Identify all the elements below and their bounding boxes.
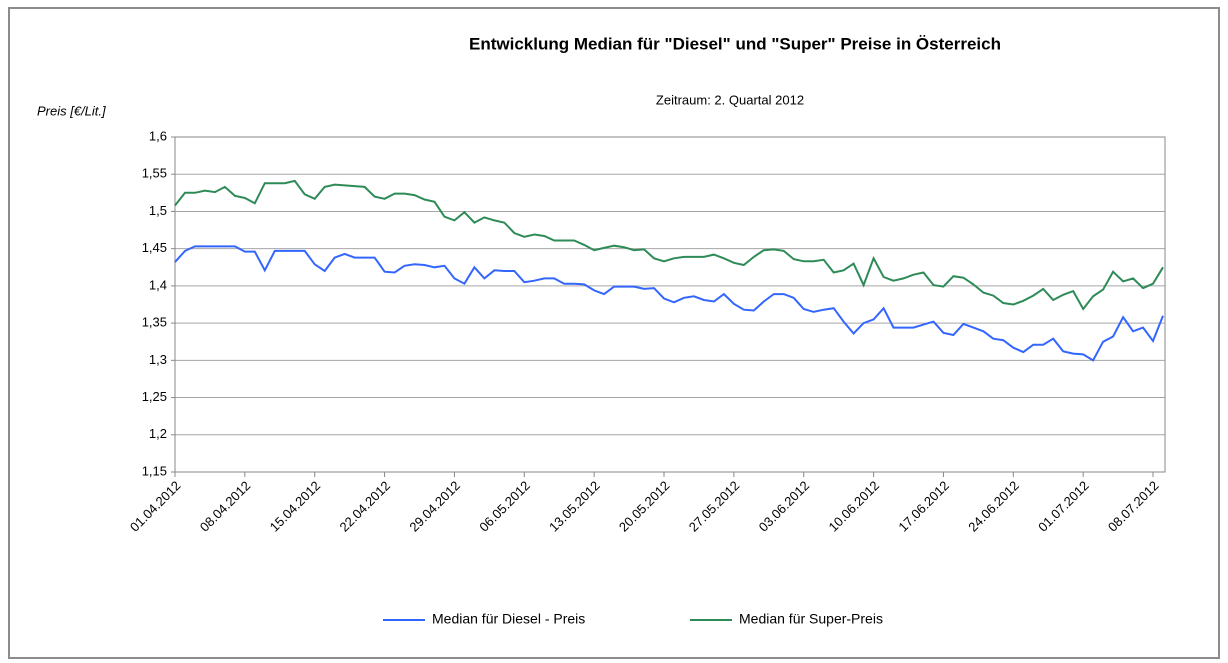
y-tick-label: 1,3 <box>149 352 167 367</box>
y-tick-label: 1,4 <box>149 277 167 292</box>
y-tick-label: 1,5 <box>149 203 167 218</box>
chart-title: Entwicklung Median für "Diesel" und "Sup… <box>469 34 1001 53</box>
series-line <box>174 179 1164 311</box>
y-tick-label: 1,2 <box>149 426 167 441</box>
series-line <box>174 245 1164 362</box>
y-tick-label: 1,35 <box>142 315 167 330</box>
legend-label: Median für Super-Preis <box>739 611 883 627</box>
plot-area <box>174 136 1166 473</box>
chart-frame <box>8 7 1220 659</box>
y-tick-label: 1,25 <box>142 389 167 404</box>
y-tick-label: 1,15 <box>142 463 167 478</box>
y-tick-label: 1,6 <box>149 128 167 143</box>
y-tick-label: 1,45 <box>142 240 167 255</box>
y-axis-label: Preis [€/Lit.] <box>37 103 106 118</box>
chart-subtitle: Zeitraum: 2. Quartal 2012 <box>656 92 804 107</box>
y-tick-label: 1,55 <box>142 166 167 181</box>
legend-label: Median für Diesel - Preis <box>432 611 585 627</box>
